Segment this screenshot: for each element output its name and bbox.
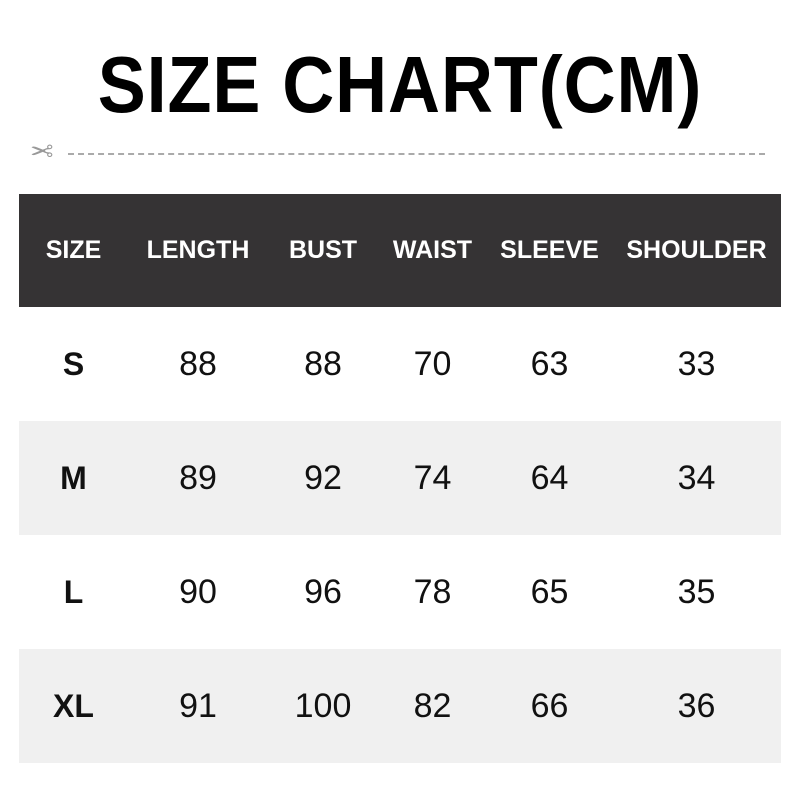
table-row: XL 91 100 82 66 36 xyxy=(19,649,781,763)
scissors-icon: ✂ xyxy=(30,136,54,167)
measurement-cell: 34 xyxy=(612,421,781,535)
column-header: WAIST xyxy=(378,194,487,307)
measurement-cell: 88 xyxy=(179,344,217,383)
column-header: SHOULDER xyxy=(612,194,781,307)
measurement-cell: 35 xyxy=(677,572,716,611)
size-table: SIZE LENGTH BUST WAIST SLEEVE SHOULDER S 88 88 7… xyxy=(19,194,781,763)
measurement-cell: 64 xyxy=(487,421,612,535)
measurement-cell: 92 xyxy=(268,421,378,535)
size-cell: L xyxy=(63,573,84,610)
column-header: BUST xyxy=(268,194,378,307)
size-cell: XL xyxy=(19,649,128,763)
measurement-cell: 89 xyxy=(128,421,268,535)
measurement-cell: 96 xyxy=(304,572,342,611)
header-row: SIZE LENGTH BUST WAIST SLEEVE SHOULDER xyxy=(19,194,781,307)
table-row: M 89 92 74 64 34 xyxy=(19,421,781,535)
table-row: S 88 88 70 63 33 xyxy=(19,307,781,421)
size-cell: S xyxy=(62,345,85,382)
measurement-cell: 100 xyxy=(268,649,378,763)
measurement-cell: 88 xyxy=(304,344,342,383)
size-cell: M xyxy=(19,421,128,535)
measurement-cell: 33 xyxy=(677,344,716,383)
page-title: SIZE CHART(CM) xyxy=(97,40,703,129)
measurement-cell: 91 xyxy=(128,649,268,763)
measurement-cell: 36 xyxy=(612,649,781,763)
cut-line: ✂ xyxy=(30,136,765,167)
measurement-cell: 66 xyxy=(487,649,612,763)
measurement-cell: 63 xyxy=(530,344,569,383)
column-header: LENGTH xyxy=(128,194,268,307)
measurement-cell: 65 xyxy=(530,572,569,611)
measurement-cell: 78 xyxy=(413,572,452,611)
column-header: SIZE xyxy=(19,194,128,307)
measurement-cell: 90 xyxy=(179,572,217,611)
measurement-cell: 70 xyxy=(413,344,452,383)
column-header: SLEEVE xyxy=(487,194,612,307)
dashed-divider xyxy=(68,153,765,155)
table-row: L 90 96 78 65 35 xyxy=(19,535,781,649)
measurement-cell: 82 xyxy=(378,649,487,763)
measurement-cell: 74 xyxy=(378,421,487,535)
